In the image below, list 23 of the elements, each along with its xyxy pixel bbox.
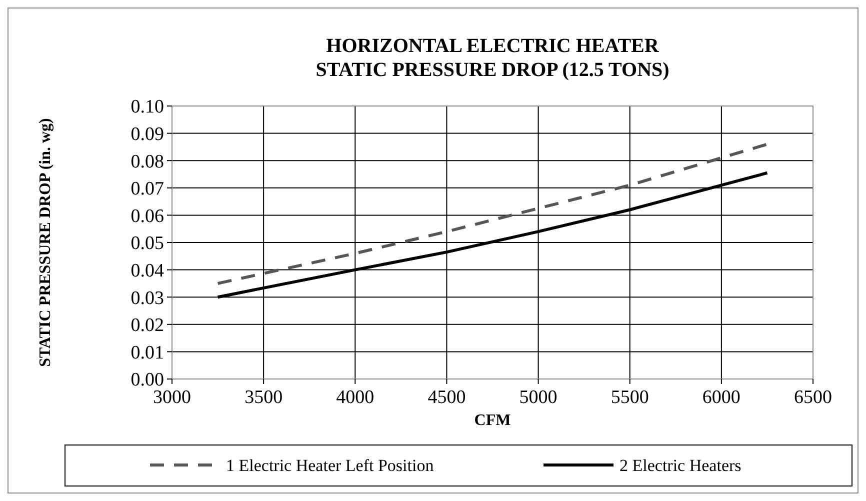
x-tick-label: 6500 <box>794 387 832 408</box>
y-tick-label: 0.05 <box>130 233 164 254</box>
legend-label: 2 Electric Heaters <box>620 456 742 475</box>
y-tick-label: 0.10 <box>130 96 164 118</box>
y-tick-label: 0.06 <box>130 206 164 227</box>
x-tick-label: 5000 <box>519 387 558 408</box>
y-tick-label: 0.02 <box>130 315 164 336</box>
y-axis-title: STATIC PRESSURE DROP (in. wg) <box>37 118 54 367</box>
y-tick-label: 0.08 <box>130 151 164 172</box>
y-tick-label: 0.03 <box>130 288 164 309</box>
x-tick-label: 6000 <box>702 387 740 408</box>
y-tick-label: 0.09 <box>130 124 164 145</box>
legend-label: 1 Electric Heater Left Position <box>226 456 434 475</box>
x-tick-label: 3500 <box>244 387 283 408</box>
y-tick-label: 0.01 <box>130 342 164 364</box>
x-tick-label: 4000 <box>336 387 374 408</box>
line-series <box>216 142 769 285</box>
y-tick-label: 0.04 <box>130 260 164 282</box>
y-tick-label: 0.07 <box>130 178 164 200</box>
chart-title: HORIZONTAL ELECTRIC HEATER STATIC PRESSURE DROP (12.5 TONS) <box>316 35 670 81</box>
x-tick-label: 4500 <box>428 387 466 408</box>
x-axis-title: CFM <box>474 412 511 429</box>
x-tick-label: 5500 <box>610 387 649 408</box>
